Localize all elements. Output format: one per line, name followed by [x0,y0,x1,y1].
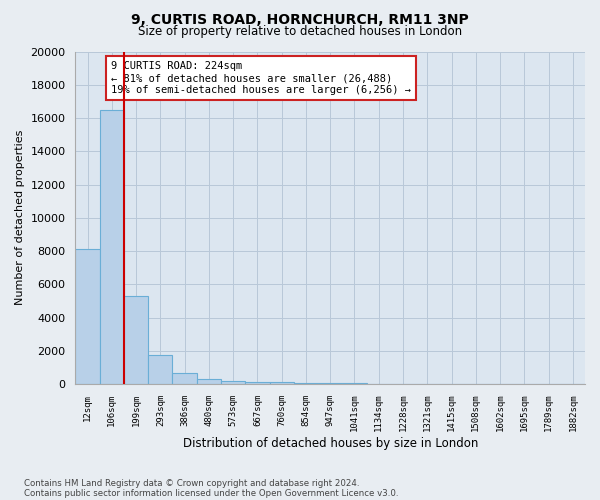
Bar [197,379,221,384]
Bar [172,374,197,384]
Bar [148,355,172,384]
Text: Contains public sector information licensed under the Open Government Licence v3: Contains public sector information licen… [24,488,398,498]
Text: 9 CURTIS ROAD: 224sqm
← 81% of detached houses are smaller (26,488)
19% of semi-: 9 CURTIS ROAD: 224sqm ← 81% of detached … [111,62,411,94]
Bar [269,382,294,384]
X-axis label: Distribution of detached houses by size in London: Distribution of detached houses by size … [182,437,478,450]
Bar [245,382,269,384]
Bar [221,381,245,384]
Bar [100,110,124,384]
Text: Contains HM Land Registry data © Crown copyright and database right 2024.: Contains HM Land Registry data © Crown c… [24,478,359,488]
Bar [76,250,100,384]
Y-axis label: Number of detached properties: Number of detached properties [15,130,25,306]
Bar [294,383,318,384]
Bar [318,383,343,384]
Text: 9, CURTIS ROAD, HORNCHURCH, RM11 3NP: 9, CURTIS ROAD, HORNCHURCH, RM11 3NP [131,12,469,26]
Text: Size of property relative to detached houses in London: Size of property relative to detached ho… [138,25,462,38]
Bar [124,296,148,384]
